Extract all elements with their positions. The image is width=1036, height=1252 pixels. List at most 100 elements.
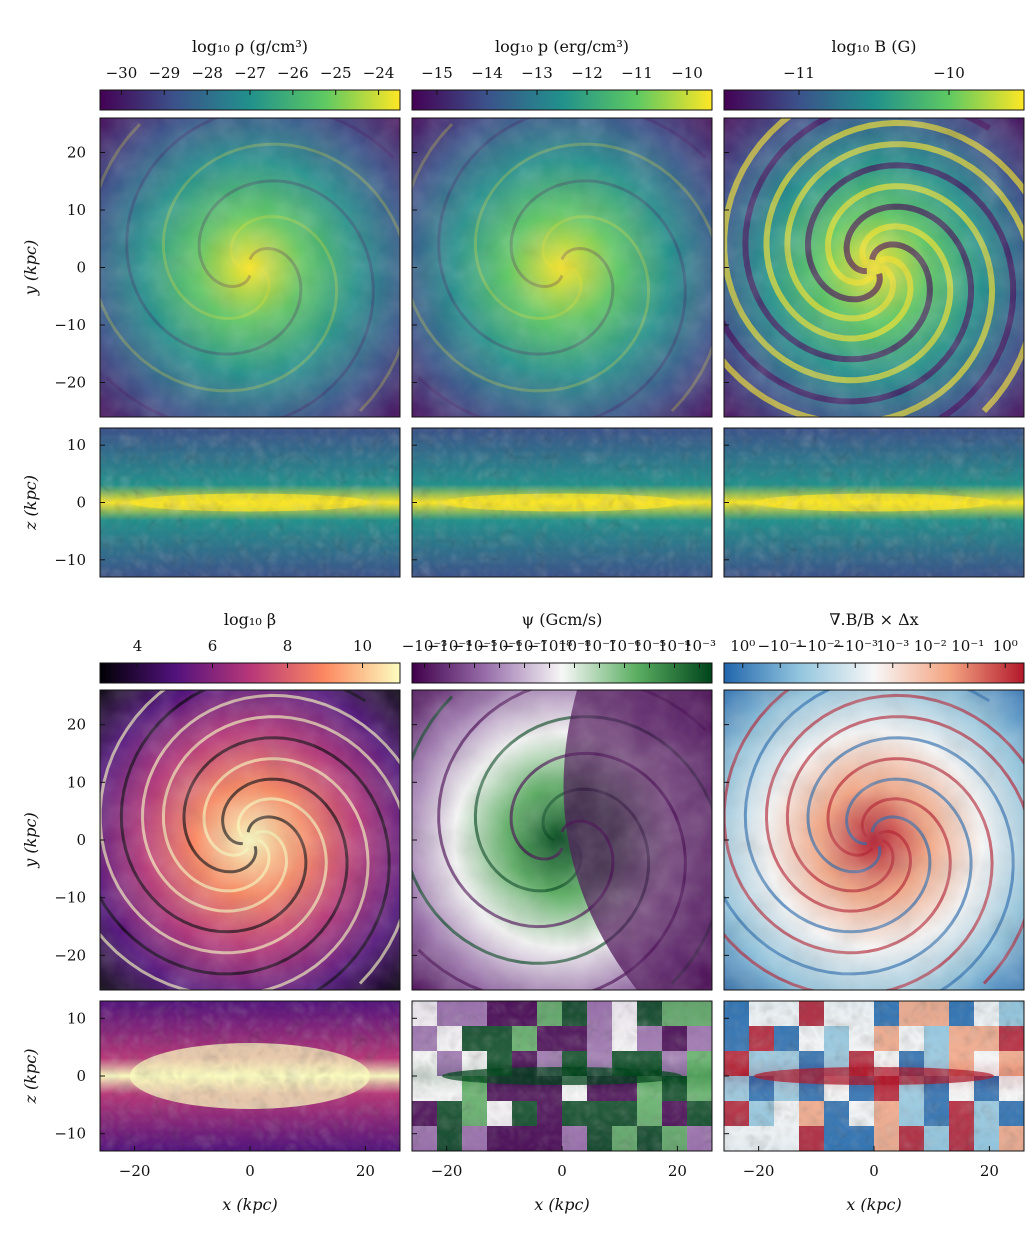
colorbar-tick-label: −28 (191, 64, 223, 82)
colorbar-tick-label: −11 (783, 64, 815, 82)
x-tick-label: 0 (245, 1162, 255, 1180)
colorbar-tick-label: −10 (671, 64, 703, 82)
y-axis-label: y (kpc) (21, 240, 40, 297)
panel-face-on-B (723, 117, 1025, 418)
y-tick-label: 20 (67, 144, 86, 162)
panel-edge-on-p (411, 427, 713, 578)
colorbar-B: log₁₀ B (G) −11 −10 (723, 37, 1025, 111)
z-tick-label: 10 (67, 436, 86, 454)
colorbar-beta: log₁₀ β 4 6 8 10 (99, 610, 401, 684)
panel-face-on-beta (99, 689, 401, 991)
colorbar-tick-label: 8 (283, 637, 293, 655)
colorbar-tick-label: 10⁻⁶ (608, 637, 641, 655)
colorbar-title: log₁₀ p (erg/cm³) (495, 37, 629, 56)
colorbar-p: log₁₀ p (erg/cm³) −15 −14 −13 −12 −11 −10 (411, 37, 713, 111)
colorbar-tick-label: −15 (421, 64, 453, 82)
panel-edge-on-rho (99, 427, 401, 578)
panel-edge-on-B (723, 427, 1025, 578)
colorbar-tick-label: −10⁻⁷ (502, 637, 548, 655)
colorbar-tick-label: 10 (353, 637, 372, 655)
colorbar-tick-label: −11 (621, 64, 653, 82)
colorbar-tick-label: −10⁻⁸ (527, 637, 573, 655)
y-axis-label: y (kpc) (21, 812, 40, 869)
y-tick-label: 0 (76, 831, 86, 849)
x-tick-label: 20 (980, 1162, 999, 1180)
panel-face-on-divB (723, 689, 1025, 991)
colorbar-title: log₁₀ ρ (g/cm³) (192, 37, 308, 56)
colorbar-tick-label: 4 (133, 637, 143, 655)
panel-edge-on-psi (411, 1000, 713, 1152)
colorbar-tick-label: −10⁻⁶ (477, 637, 523, 655)
x-tick-label: −20 (431, 1162, 463, 1180)
colorbar-tick-label: −13 (521, 64, 553, 82)
panel-edge-on-beta (99, 1000, 401, 1152)
x-tick-label: 0 (557, 1162, 567, 1180)
x-tick-label: 20 (356, 1162, 375, 1180)
x-tick-label: 0 (869, 1162, 879, 1180)
panel-face-on-p (411, 117, 713, 418)
colorbar-gradient (411, 89, 713, 111)
colorbar-tick-label: −10 (933, 64, 965, 82)
y-tick-label: −20 (54, 374, 86, 392)
colorbar-tick-label: −10⁻¹ (757, 637, 803, 655)
colorbar-tick-label: 10⁻¹ (951, 637, 984, 655)
z-tick-label: 0 (76, 1067, 86, 1085)
colorbar-tick-label: 6 (208, 637, 218, 655)
z-tick-label: −10 (54, 1125, 86, 1143)
x-axis-label: x (kpc) (222, 1195, 278, 1214)
colorbar-rho: log₁₀ ρ (g/cm³) −30 −29 −28 −27 −26 −25 −24 (99, 37, 401, 111)
x-tick-label: −20 (119, 1162, 151, 1180)
colorbar-tick-label: −29 (148, 64, 180, 82)
colorbar-tick-label: −10⁻⁴ (427, 637, 473, 655)
colorbar-psi: ψ (Gcm/s)−10⁻³−10⁻⁴−10⁻⁵−10⁻⁶−10⁻⁷−10⁻⁸1… (402, 610, 716, 684)
y-tick-label: 20 (67, 716, 86, 734)
colorbar-tick-label: 10⁰ (993, 637, 1018, 655)
colorbar-tick-label: 10⁻³ (683, 637, 716, 655)
colorbar-tick-label: −12 (571, 64, 603, 82)
y-tick-label: 10 (67, 201, 86, 219)
colorbar-tick-label: −10⁻³ (832, 637, 878, 655)
colorbar-gradient (99, 662, 401, 684)
colorbar-tick-label: −30 (106, 64, 138, 82)
colorbar-tick-label: −10⁻³ (402, 637, 448, 655)
colorbar-tick-label: 10⁻⁵ (633, 637, 666, 655)
colorbar-tick-label: −25 (320, 64, 352, 82)
y-tick-label: 10 (67, 773, 86, 791)
colorbar-tick-label: −24 (363, 64, 395, 82)
x-tick-label: 20 (668, 1162, 687, 1180)
z-tick-label: 10 (67, 1009, 86, 1027)
colorbar-title: log₁₀ β (224, 610, 276, 629)
colorbar-tick-label: 10⁻⁷ (583, 637, 616, 655)
y-tick-label: −10 (54, 316, 86, 334)
z-tick-label: −10 (54, 551, 86, 569)
colorbar-title: ∇.B/B × Δx (829, 610, 918, 629)
z-axis-label: z (kpc) (21, 475, 40, 531)
z-tick-label: 0 (76, 494, 86, 512)
colorbar-title: log₁₀ B (G) (831, 37, 916, 56)
x-axis-label: x (kpc) (846, 1195, 902, 1214)
colorbar-tick-label: −10⁻⁵ (452, 637, 498, 655)
x-axis-label: x (kpc) (534, 1195, 590, 1214)
y-tick-label: −10 (54, 889, 86, 907)
colorbar-tick-label: 10⁰ (730, 637, 755, 655)
colorbar-gradient (723, 89, 1025, 111)
colorbar-tick-label: 10⁻⁴ (658, 637, 691, 655)
colorbar-tick-label: 10⁻³ (876, 637, 909, 655)
colorbar-tick-label: 10⁻² (914, 637, 947, 655)
panel-face-on-rho (99, 117, 401, 418)
colorbar-tick-label: −26 (277, 64, 309, 82)
panel-edge-on-divB (723, 1000, 1025, 1152)
y-tick-label: −20 (54, 946, 86, 964)
y-tick-label: 0 (76, 259, 86, 277)
colorbar-tick-label: −27 (234, 64, 266, 82)
z-axis-label: z (kpc) (21, 1049, 40, 1105)
colorbar-gradient (723, 662, 1025, 684)
colorbar-gradient (411, 662, 713, 684)
colorbar-tick-label: −10⁻² (795, 637, 841, 655)
x-tick-label: −20 (743, 1162, 775, 1180)
panel-face-on-psi (411, 689, 713, 991)
colorbar-tick-label: 10⁻⁸ (558, 637, 591, 655)
colorbar-title: ψ (Gcm/s) (522, 610, 603, 629)
